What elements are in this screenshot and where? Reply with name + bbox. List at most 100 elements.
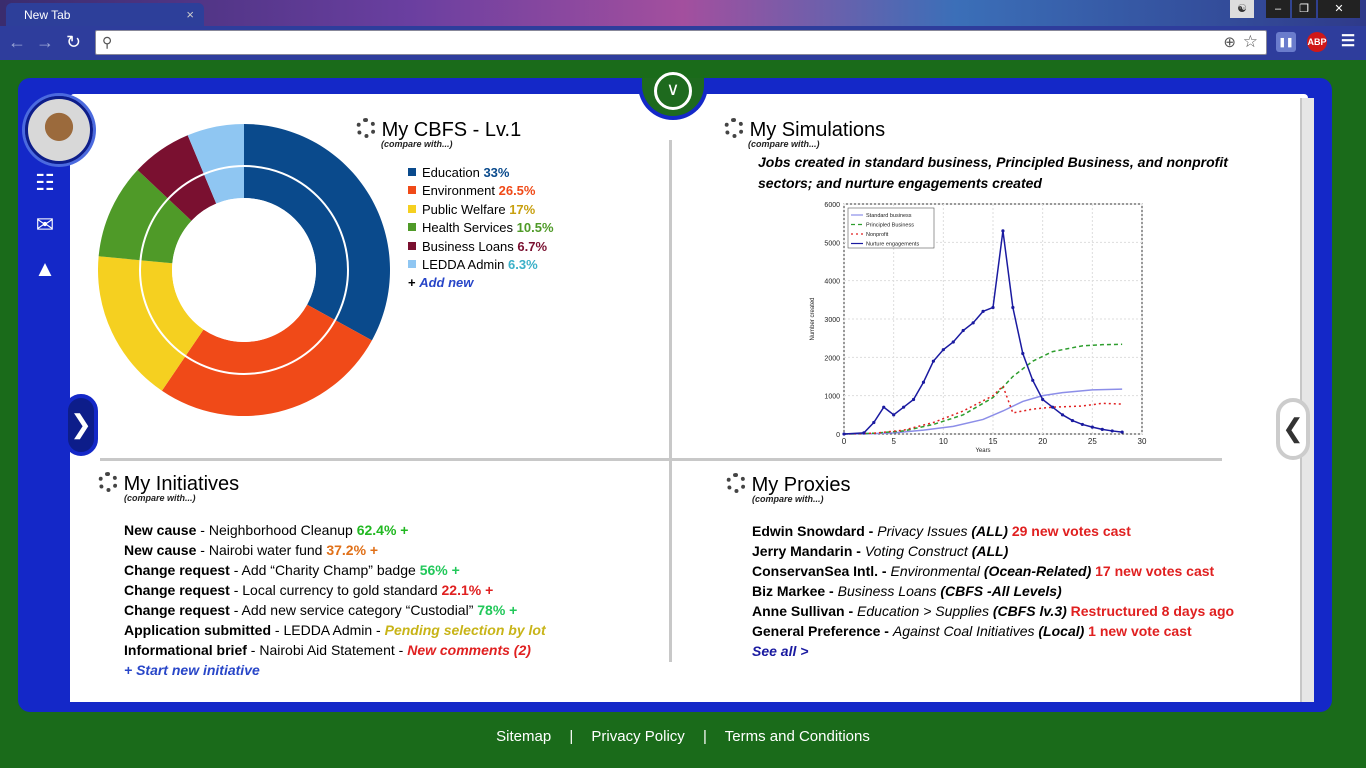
legend-swatch [408,241,416,250]
x-tick-label: 30 [1138,437,1147,446]
initiative-type: Change request [124,582,230,598]
reload-icon[interactable]: ↻ [66,32,82,52]
initiative-item[interactable]: New cause - Nairobi water fund 37.2% + [124,540,546,560]
bookmark-star-icon[interactable]: ☆ [1242,32,1258,51]
initiative-status: 37.2% [326,542,367,558]
initiatives-section-title: My Initiatives [98,470,239,496]
legend-swatch [408,204,416,213]
add-new-link[interactable]: + Add new [408,275,474,291]
legend-item[interactable]: Education 33% [408,164,554,182]
initiative-plus[interactable]: + [366,542,379,558]
data-point [941,348,945,352]
legend-item[interactable]: Public Welfare 17% [408,201,554,219]
see-all-link[interactable]: See all > [752,643,809,659]
simulations-compare-link[interactable]: (compare with...) [748,139,820,149]
data-point [971,321,975,325]
address-bar[interactable]: ⚲ ⊕ ☆ [95,30,1267,55]
minimize-icon[interactable]: – [1266,0,1290,18]
initiative-text: LEDDA Admin - [283,622,385,638]
initiative-item[interactable]: Change request - Add new service categor… [124,600,546,620]
chevron-right-icon: ❯ [70,409,92,439]
x-tick-label: 20 [1038,437,1047,446]
proxy-scope: (CBFS -All Levels) [940,583,1062,599]
tab-title: New Tab [24,8,71,22]
donut-slice[interactable] [98,256,204,391]
initiative-plus[interactable]: + [396,522,409,538]
donut-slice[interactable] [137,135,217,221]
legend-item[interactable]: Business Loans 6.7% [408,238,554,256]
initiative-item[interactable]: Change request - Add “Charity Champ” bad… [124,560,546,580]
start-new-initiative-link[interactable]: + Start new initiative [124,662,260,678]
data-point [1100,427,1104,431]
restore-icon[interactable]: ❐ [1292,0,1316,18]
gear-icon[interactable] [356,118,376,138]
proxy-topic: Privacy Issues [877,523,972,539]
proxy-name: Edwin Snowdard [752,523,865,539]
profile-settings-icon[interactable]: ☷ [35,170,55,195]
legend-label: LEDDA Admin [422,257,505,273]
initiative-sep: - [196,522,209,538]
donut-slice[interactable] [244,124,390,341]
donut-slice[interactable] [98,170,192,264]
extension-pause-icon[interactable]: ❚❚ [1276,32,1296,52]
forward-icon[interactable]: → [36,32,54,52]
proxy-item[interactable]: ConservanSea Intl. - Environmental (Ocea… [752,561,1234,581]
initiative-item[interactable]: Application submitted - LEDDA Admin - Pe… [124,620,546,640]
donut-slice[interactable] [161,304,372,416]
data-point [1070,418,1075,423]
legend-value: 26.5% [498,183,536,199]
data-point [1120,430,1124,434]
cbfs-compare-link[interactable]: (compare with...) [381,139,453,149]
x-axis-label: Years [975,448,990,454]
cbfs-donut-chart [98,124,390,416]
left-nav-arrow[interactable]: ❯ [64,394,98,456]
simulations-title-text: My Simulations [749,119,886,141]
back-icon[interactable]: ← [8,32,26,52]
privacy-policy-link[interactable]: Privacy Policy [591,728,685,745]
legend-value: 33% [483,165,510,180]
proxy-item[interactable]: Biz Markee - Business Loans (CBFS -All L… [752,581,1234,601]
proxies-compare-link[interactable]: (compare with...) [752,494,824,504]
terms-link[interactable]: Terms and Conditions [724,728,870,745]
initiative-status: 56% [419,562,448,578]
window-close-icon[interactable]: ✕ [1318,0,1360,18]
chart-legend-label: Nurture engagements [866,242,919,248]
adblock-icon[interactable]: ABP [1307,32,1327,52]
proxy-item[interactable]: Anne Sullivan - Education > Supplies (CB… [752,601,1234,621]
menu-icon[interactable]: ☰ [1340,33,1356,50]
gear-icon[interactable] [724,118,744,138]
proxy-topic: Business Loans [837,583,941,599]
proxy-item[interactable]: General Preference - Against Coal Initia… [752,621,1234,641]
initiative-item[interactable]: New cause - Neighborhood Cleanup 62.4% + [124,520,546,540]
initiative-item[interactable]: Change request - Local currency to gold … [124,580,546,600]
sitemap-link[interactable]: Sitemap [496,728,552,745]
legend-item[interactable]: Health Services 10.5% [408,219,554,237]
x-tick-label: 10 [939,437,948,446]
zoom-icon[interactable]: ⊕ [1223,34,1236,51]
initiative-text: Neighborhood Cleanup [208,522,357,538]
initiative-plus[interactable]: + [447,562,460,578]
legend-item[interactable]: Environment 26.5% [408,182,554,200]
gear-icon[interactable] [726,473,746,493]
gear-icon[interactable] [98,472,118,492]
initiative-plus[interactable]: + [505,602,518,618]
right-nav-arrow[interactable]: ❮ [1276,398,1310,460]
initiative-plus[interactable]: + [481,582,494,598]
legend-swatch [408,260,416,269]
messages-icon[interactable]: ✉ [35,212,55,237]
legend-item[interactable]: LEDDA Admin 6.3% [408,256,554,274]
initiative-item[interactable]: Informational brief - Nairobi Aid Statem… [124,640,546,660]
proxy-item[interactable]: Jerry Mandarin - Voting Construct (ALL) [752,541,1234,561]
browser-tab[interactable]: New Tab × [6,3,204,26]
proxy-item[interactable]: Edwin Snowdard - Privacy Issues (ALL) 29… [752,521,1234,541]
tab-close-icon[interactable]: × [186,7,194,22]
legend-label: Health Services [422,220,514,236]
avatar[interactable] [25,96,93,164]
donut-slice[interactable] [187,124,244,204]
initiative-type: Change request [124,562,230,578]
education-icon[interactable]: ▲ [34,256,56,281]
initiative-type: Informational brief [124,642,247,658]
initiatives-compare-link[interactable]: (compare with...) [124,493,196,503]
profile-icon[interactable]: ☯ [1230,0,1254,18]
data-point [872,420,876,425]
